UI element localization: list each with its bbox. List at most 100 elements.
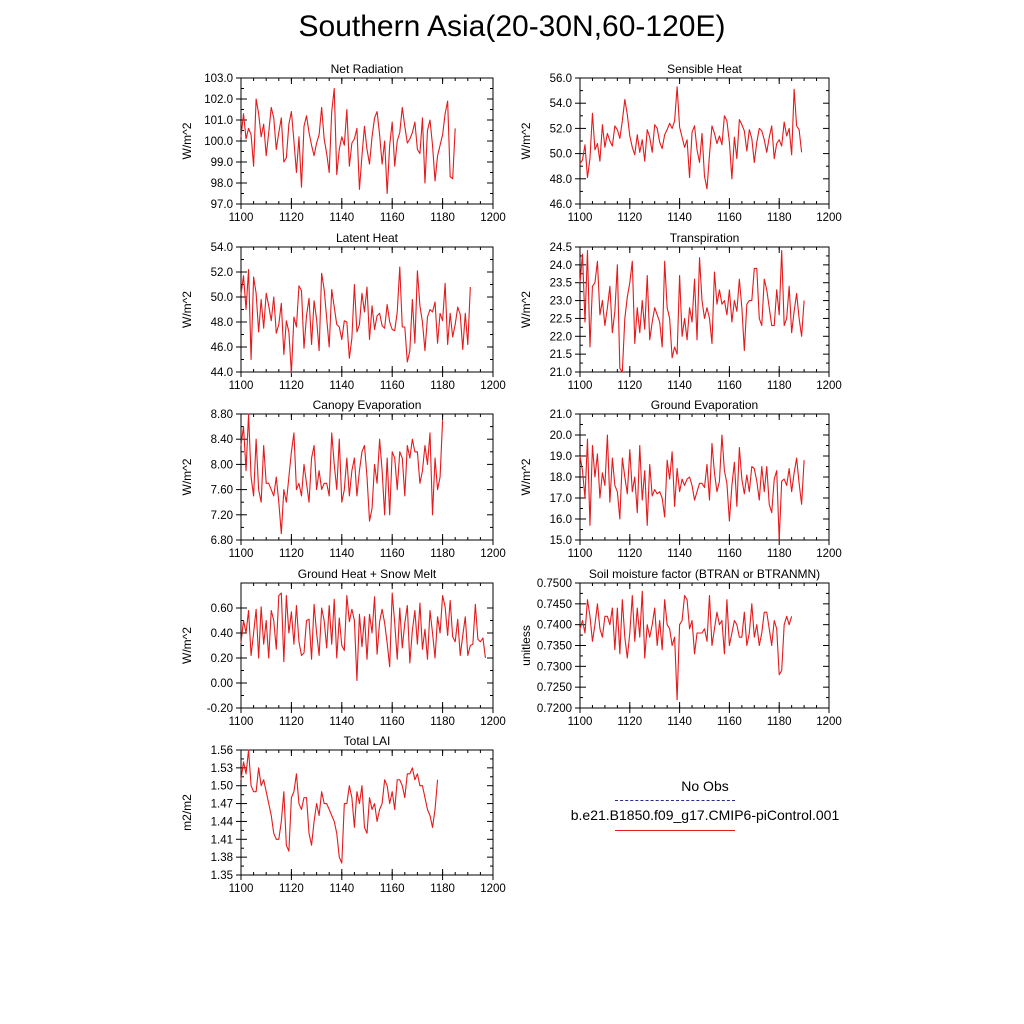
x-tick-label: 1100 [229, 380, 254, 392]
y-axis-label: W/m^2 [180, 458, 194, 495]
legend-model-line [615, 830, 735, 831]
y-tick-label: 7.60 [211, 485, 233, 497]
y-tick-label: 56.0 [550, 73, 572, 85]
y-axis-label: unitless [519, 625, 533, 666]
x-tick-label: 1180 [430, 716, 455, 728]
chart-panel: Soil moisture factor (BTRAN or BTRANMN) u… [519, 567, 842, 728]
y-tick-label: 22.0 [550, 331, 572, 343]
x-tick-label: 1100 [229, 883, 254, 895]
y-tick-label: 15.0 [550, 535, 572, 547]
y-tick-label: 0.7350 [537, 641, 572, 653]
x-tick-label: 1160 [380, 212, 405, 224]
plot-frame [240, 246, 494, 373]
x-tick-label: 1180 [767, 548, 792, 560]
y-tick-label: 54.0 [211, 242, 233, 254]
series-line [579, 86, 803, 190]
chart-panel: Ground Heat + Snow Melt W/m^2 1100 1120 1140… [180, 567, 506, 728]
y-tick-label: 23.5 [550, 278, 572, 290]
x-tick-label: 1200 [480, 212, 506, 224]
plot-frame [579, 413, 830, 541]
y-tick-label: 44.0 [211, 367, 233, 379]
x-tick-label: 1180 [430, 380, 455, 392]
y-tick-label: 1.38 [211, 852, 233, 864]
x-tick-label: 1200 [816, 380, 842, 392]
y-axis-label: W/m^2 [180, 291, 194, 328]
panel-title: Transpiration [670, 231, 740, 245]
panel-title: Soil moisture factor (BTRAN or BTRANMN) [589, 567, 820, 581]
x-tick-label: 1160 [380, 548, 405, 560]
x-tick-label: 1140 [667, 212, 692, 224]
y-tick-label: 103.0 [204, 73, 233, 85]
y-tick-label: 8.80 [211, 409, 233, 421]
y-tick-label: 16.0 [550, 514, 572, 526]
y-tick-label: 46.0 [211, 342, 233, 354]
y-tick-label: 24.5 [550, 242, 572, 254]
legend-item-model: b.e21.B1850.f09_g17.CMIP6-piControl.001 [520, 807, 890, 831]
y-tick-label: 0.00 [211, 678, 233, 690]
x-tick-label: 1120 [617, 548, 642, 560]
panel-title: Net Radiation [331, 62, 404, 76]
x-tick-label: 1200 [480, 883, 506, 895]
panel-title: Ground Evaporation [651, 398, 758, 412]
x-tick-label: 1100 [568, 548, 593, 560]
y-tick-label: 46.0 [550, 199, 572, 211]
series-line [240, 87, 456, 195]
x-tick-label: 1140 [667, 716, 692, 728]
series-line [240, 413, 444, 535]
x-tick-label: 1140 [667, 548, 692, 560]
x-tick-label: 1160 [717, 212, 742, 224]
x-tick-label: 1140 [667, 380, 692, 392]
x-tick-label: 1160 [380, 716, 405, 728]
y-axis-label: W/m^2 [519, 291, 533, 328]
page-title: Southern Asia(20-30N,60-120E) [298, 10, 726, 43]
y-tick-label: 100.0 [204, 136, 233, 148]
x-tick-label: 1200 [816, 716, 842, 728]
panel-title: Total LAI [344, 734, 391, 748]
series-line [579, 590, 793, 701]
y-tick-label: 0.7300 [537, 661, 572, 673]
legend-obs-label: No Obs [681, 778, 729, 794]
y-tick-label: 20.0 [550, 430, 572, 442]
x-tick-label: 1180 [767, 380, 792, 392]
x-tick-label: 1100 [229, 548, 254, 560]
x-tick-label: 1200 [480, 548, 506, 560]
x-tick-label: 1140 [329, 212, 354, 224]
x-tick-label: 1160 [380, 883, 405, 895]
x-tick-label: 1120 [279, 212, 304, 224]
y-tick-label: 97.0 [211, 199, 233, 211]
y-axis-label: W/m^2 [519, 122, 533, 159]
y-tick-label: 18.0 [550, 472, 572, 484]
x-tick-label: 1120 [617, 716, 642, 728]
x-tick-label: 1100 [568, 212, 593, 224]
y-tick-label: 8.40 [211, 434, 233, 446]
legend-obs-line [615, 800, 735, 801]
y-tick-label: 50.0 [550, 149, 572, 161]
x-tick-label: 1100 [229, 212, 254, 224]
y-tick-label: 1.53 [211, 763, 233, 775]
y-tick-label: 98.0 [211, 178, 233, 190]
y-tick-label: 1.50 [211, 781, 233, 793]
y-tick-label: 1.47 [211, 799, 233, 811]
plot-frame [240, 749, 494, 876]
y-tick-label: 48.0 [211, 317, 233, 329]
x-tick-label: 1180 [430, 212, 455, 224]
y-tick-label: 1.56 [211, 745, 233, 757]
x-tick-label: 1160 [717, 716, 742, 728]
y-tick-label: 52.0 [211, 267, 233, 279]
x-tick-label: 1120 [279, 716, 304, 728]
panel-title: Ground Heat + Snow Melt [298, 567, 437, 581]
x-tick-label: 1160 [717, 548, 742, 560]
x-tick-label: 1100 [568, 380, 593, 392]
y-tick-label: 52.0 [550, 123, 572, 135]
legend-model-label: b.e21.B1850.f09_g17.CMIP6-piControl.001 [570, 807, 840, 823]
panel-title: Latent Heat [336, 231, 399, 245]
y-tick-label: 0.7400 [537, 620, 572, 632]
x-tick-label: 1120 [617, 380, 642, 392]
y-tick-label: -0.20 [207, 703, 233, 715]
chart-panel: Canopy Evaporation W/m^2 1100 1120 1140 1160 1… [180, 398, 506, 560]
x-tick-label: 1160 [380, 380, 405, 392]
series-line [579, 434, 805, 541]
y-tick-label: 0.40 [211, 628, 233, 640]
x-tick-label: 1180 [430, 883, 455, 895]
